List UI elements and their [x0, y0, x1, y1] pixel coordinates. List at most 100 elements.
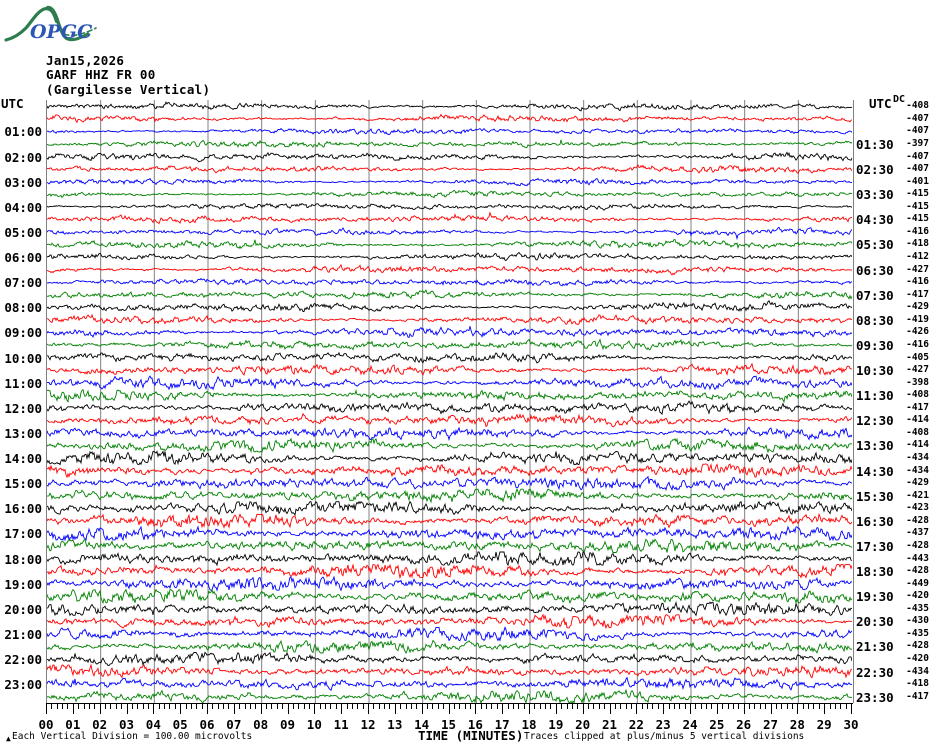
dc-value: -398 [906, 376, 929, 388]
dc-value: -407 [906, 125, 929, 137]
axis-tick [223, 703, 225, 709]
axis-tick [491, 703, 493, 709]
hour-label-left: 15:00 [4, 476, 42, 492]
hour-label-right: 04:30 [856, 212, 894, 228]
hour-label-right: 23:30 [856, 689, 894, 705]
helicorder-plot[interactable] [46, 100, 854, 703]
hour-label-right: 18:30 [856, 564, 894, 580]
dc-value: -408 [906, 389, 929, 401]
axis-tick [62, 703, 64, 709]
dc-value: -435 [906, 602, 929, 614]
seismic-trace [47, 613, 852, 630]
axis-tick [201, 703, 203, 709]
seismic-trace [47, 289, 852, 300]
seismic-trace [47, 263, 852, 276]
seismic-trace [47, 463, 852, 479]
dc-value: -418 [906, 678, 929, 690]
axis-tick [185, 703, 187, 709]
header-station: GARF HHZ FR 00 [46, 67, 156, 82]
seismic-trace [47, 600, 852, 617]
axis-tick [228, 703, 230, 709]
seismic-trace [47, 189, 852, 199]
seismic-trace [47, 300, 852, 312]
axis-tick [266, 703, 268, 709]
x-tick-label: 01 [65, 717, 81, 732]
x-tick-label: 10 [306, 717, 322, 732]
axis-tick [706, 703, 708, 709]
axis-tick [545, 703, 547, 709]
axis-tick [400, 703, 402, 709]
seismic-trace [47, 127, 852, 136]
axis-tick [368, 703, 369, 714]
axis-tick [448, 703, 450, 714]
hour-label-left: 20:00 [4, 601, 42, 617]
dc-value: -419 [906, 313, 929, 325]
dc-value: -420 [906, 653, 929, 665]
axis-tick [690, 703, 691, 714]
axis-tick [99, 703, 101, 714]
dc-value: -429 [906, 301, 929, 313]
axis-tick-row [46, 703, 853, 717]
axis-tick [749, 703, 751, 709]
axis-tick [555, 703, 557, 714]
dc-value: -418 [906, 238, 929, 250]
axis-tick [716, 703, 718, 714]
x-axis-title: TIME (MINUTES) [418, 728, 524, 743]
x-tick-label: 12 [360, 717, 376, 732]
dc-value: -426 [906, 326, 929, 338]
corner-mark: ▲ [6, 734, 11, 743]
hour-label-left: 10:00 [4, 350, 42, 366]
axis-tick [51, 703, 53, 709]
x-tick-label: 09 [279, 717, 296, 732]
dc-value: -428 [906, 640, 929, 652]
axis-tick [786, 703, 788, 709]
axis-tick [808, 703, 810, 709]
dc-value: -434 [906, 665, 929, 677]
dc-value: -429 [906, 477, 929, 489]
axis-tick [840, 703, 842, 709]
seismic-trace [47, 113, 852, 124]
hour-label-right: 05:30 [856, 237, 894, 253]
axis-tick [174, 703, 176, 709]
utc-right-caption: UTC [869, 96, 892, 111]
axis-tick [115, 703, 117, 709]
svg-text:OPGC: OPGC [30, 21, 92, 43]
axis-tick [239, 703, 241, 709]
axis-tick [83, 703, 85, 709]
axis-tick [362, 703, 364, 709]
axis-tick [518, 703, 520, 709]
axis-tick [453, 703, 455, 709]
axis-tick [212, 703, 214, 709]
x-tick-label: 21 [601, 717, 618, 732]
axis-tick [636, 703, 638, 714]
axis-tick [668, 703, 670, 709]
hour-label-left: 05:00 [4, 224, 42, 240]
x-tick-label: 19 [548, 717, 564, 732]
axis-tick [164, 703, 166, 709]
x-tick-label: 15 [440, 717, 457, 732]
hour-label-right: 15:30 [856, 488, 894, 504]
dc-value: -427 [906, 364, 929, 376]
dc-value: -415 [906, 213, 929, 225]
axis-tick [260, 703, 262, 714]
x-tick-label: 24 [682, 717, 698, 732]
seismic-trace [47, 375, 852, 391]
seismic-trace [47, 437, 852, 454]
dc-value: -416 [906, 338, 929, 350]
hour-label-left: 13:00 [4, 425, 42, 441]
hour-label-right: 12:30 [856, 413, 894, 429]
seismic-trace [47, 500, 852, 516]
hour-label-right: 11:30 [856, 388, 894, 404]
axis-tick [834, 703, 836, 709]
seismic-trace [47, 626, 852, 642]
hour-label-right: 01:30 [856, 136, 894, 152]
axis-tick [233, 703, 235, 714]
axis-tick [443, 703, 445, 709]
seismic-trace [47, 426, 852, 442]
hour-label-left: 06:00 [4, 250, 42, 266]
x-tick-label: 00 [38, 717, 54, 732]
seismic-trace [47, 202, 852, 211]
hour-label-right: 08:30 [856, 312, 894, 328]
axis-tick [829, 703, 831, 709]
x-tick-label: 05 [172, 717, 188, 732]
